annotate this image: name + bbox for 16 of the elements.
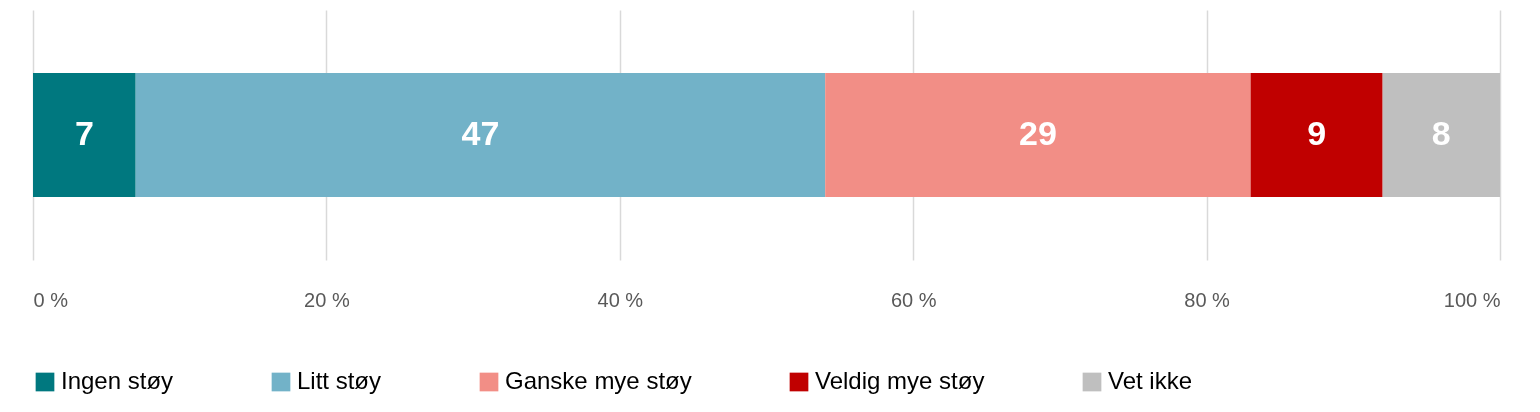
data-label: 7 [74,114,94,152]
x-tick-label: 40 % [597,288,644,311]
x-tick-label: 100 % [1443,288,1501,311]
legend-label: Ganske mye støy [505,367,692,394]
legend-label: Veldig mye støy [815,367,985,394]
legend-label: Ingen støy [61,367,174,394]
data-label: 47 [461,114,500,152]
x-tick-label: 60 % [890,288,937,311]
x-tick-label: 20 % [304,288,350,311]
data-label: 29 [1018,114,1057,152]
legend-label: Vet ikke [1108,367,1193,394]
data-label: 9 [1307,114,1327,152]
x-tick-label: 80 % [1184,288,1231,311]
x-tick-label: 0 % [33,288,69,311]
legend-label: Litt støy [297,367,382,394]
data-label: 8 [1431,114,1451,152]
